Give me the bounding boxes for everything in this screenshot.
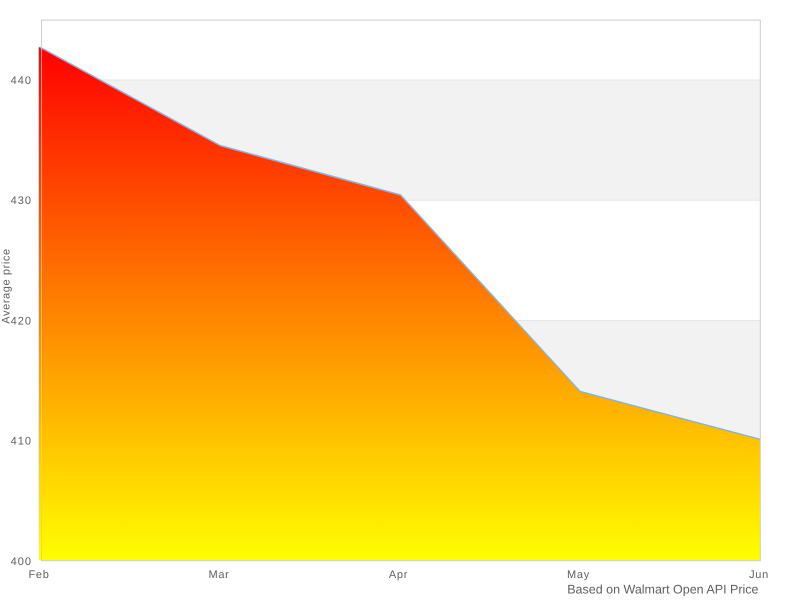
- svg-text:Feb: Feb: [28, 569, 49, 581]
- svg-text:May: May: [567, 569, 590, 581]
- svg-text:430: 430: [11, 195, 32, 207]
- svg-text:Based on Walmart Open API Pric: Based on Walmart Open API Price: [567, 583, 758, 597]
- svg-text:410: 410: [11, 436, 32, 448]
- svg-text:Mar: Mar: [208, 569, 229, 581]
- svg-text:400: 400: [11, 556, 32, 568]
- svg-text:Average price: Average price: [1, 248, 13, 323]
- svg-text:Jun: Jun: [749, 569, 769, 581]
- svg-text:440: 440: [11, 75, 32, 87]
- svg-text:Apr: Apr: [389, 569, 408, 581]
- svg-text:420: 420: [11, 315, 32, 327]
